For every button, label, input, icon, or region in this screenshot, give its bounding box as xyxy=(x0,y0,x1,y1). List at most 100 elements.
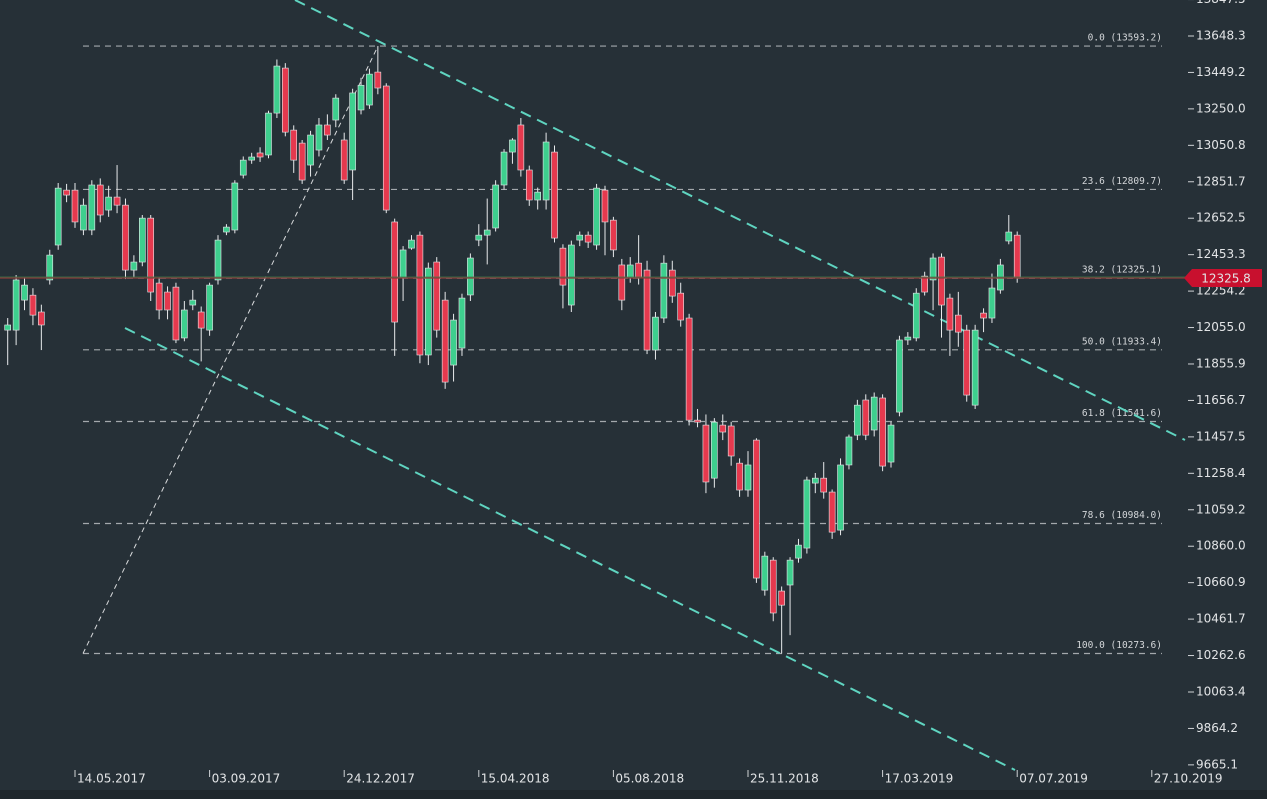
candle-body xyxy=(113,196,121,206)
candle-body xyxy=(441,299,449,383)
candle-body xyxy=(433,261,441,331)
candle-body xyxy=(483,229,491,236)
candle-body xyxy=(425,267,432,356)
candle-body xyxy=(374,71,382,89)
candle-body xyxy=(458,297,466,349)
candle-body xyxy=(542,141,550,201)
x-tick-label: 05.08.2018 xyxy=(615,772,684,786)
y-tick-label: 11258.4 xyxy=(1196,466,1246,480)
candle-body xyxy=(122,204,129,271)
x-tick-label: 07.07.2019 xyxy=(1019,772,1088,786)
candle-body xyxy=(105,196,112,211)
y-tick-label: 10860.0 xyxy=(1196,539,1246,553)
y-tick-label: 13250.0 xyxy=(1196,101,1246,115)
candle-body xyxy=(778,590,785,606)
y-tick-label: 13449.2 xyxy=(1196,65,1246,79)
candle-body xyxy=(21,284,28,301)
candle-body xyxy=(88,184,96,231)
candle-body xyxy=(71,189,79,223)
x-tick-label: 15.04.2018 xyxy=(481,772,550,786)
candle-body xyxy=(559,247,567,286)
candle-body xyxy=(332,97,340,121)
candle-body xyxy=(938,256,945,306)
candle-body xyxy=(761,555,769,591)
y-tick-label: 13648.3 xyxy=(1196,28,1246,42)
candle-body xyxy=(315,124,323,151)
candle-body xyxy=(63,189,70,196)
candle-body xyxy=(475,234,483,241)
candle-body xyxy=(946,297,954,331)
candle-body xyxy=(702,424,710,483)
candle-body xyxy=(500,151,508,186)
candle-body xyxy=(290,129,298,161)
x-tick-label: 27.10.2019 xyxy=(1154,772,1223,786)
y-tick-label: 12254.2 xyxy=(1196,284,1246,298)
y-tick-label: 10262.6 xyxy=(1196,648,1246,662)
channel-lower xyxy=(124,327,1016,771)
candle-body xyxy=(324,124,331,136)
candle-body xyxy=(509,139,516,153)
candle-body xyxy=(887,424,895,463)
candle-body xyxy=(854,404,861,436)
candles xyxy=(4,46,1021,654)
candle-body xyxy=(1005,231,1013,242)
candle-body xyxy=(584,234,592,243)
candle-body xyxy=(139,217,146,263)
fib-label: 100.0 (10273.6) xyxy=(1076,640,1162,651)
candle-body xyxy=(517,124,525,171)
candle-body xyxy=(593,187,600,246)
fib-trend-line xyxy=(82,45,379,654)
candle-body xyxy=(963,329,971,396)
candle-body xyxy=(845,436,853,466)
fib-label: 23.6 (12809.7) xyxy=(1082,176,1162,187)
y-tick-label: 10660.9 xyxy=(1196,575,1246,589)
candle-body xyxy=(164,291,171,311)
time-axis: 14.05.2017 03.09.2017 24.12.2017 15.04.2018… xyxy=(74,770,1223,786)
candle-body xyxy=(534,191,541,201)
candle-body xyxy=(189,299,197,306)
candle-body xyxy=(197,311,205,329)
candle-body xyxy=(912,292,920,339)
candle-body xyxy=(879,397,886,467)
candle-body xyxy=(4,324,11,331)
candle-body xyxy=(223,226,230,233)
candle-body xyxy=(988,287,996,319)
y-tick-label: 9864.2 xyxy=(1196,721,1238,735)
candle-body xyxy=(54,187,62,246)
candle-body xyxy=(786,559,794,586)
candle-body xyxy=(307,134,314,166)
y-tick-label: 10063.4 xyxy=(1196,684,1246,698)
x-tick-label: 25.11.2018 xyxy=(750,772,819,786)
y-tick-label: 10461.7 xyxy=(1196,612,1246,626)
candle-body xyxy=(525,169,533,201)
candle-body xyxy=(626,264,634,279)
candle-body xyxy=(618,264,626,301)
candle-body xyxy=(643,269,651,351)
candle-body xyxy=(904,336,912,341)
y-tick-label: 11457.5 xyxy=(1196,429,1246,443)
candle-body xyxy=(694,419,701,423)
y-tick-label: 12652.5 xyxy=(1196,211,1246,225)
candle-body xyxy=(551,151,558,239)
candle-body xyxy=(727,425,735,457)
candle-body xyxy=(795,544,802,559)
fib-label: 61.8 (11541.6) xyxy=(1082,408,1162,419)
candle-body xyxy=(971,329,979,406)
candle-body xyxy=(660,262,668,319)
candle-body xyxy=(96,184,104,216)
candle-body xyxy=(147,217,155,293)
candle-body xyxy=(744,464,752,491)
candle-body xyxy=(298,142,306,181)
candle-body xyxy=(811,477,819,484)
candle-body xyxy=(980,312,987,319)
y-tick-label: 12453.3 xyxy=(1196,247,1246,261)
candle-body xyxy=(736,462,743,491)
price-tag-label: 12325.8 xyxy=(1201,271,1251,285)
candle-body xyxy=(837,464,844,531)
candle-body xyxy=(382,85,390,211)
candle-body xyxy=(955,314,962,333)
candle-body xyxy=(256,152,264,158)
x-tick-label: 03.09.2017 xyxy=(212,772,281,786)
